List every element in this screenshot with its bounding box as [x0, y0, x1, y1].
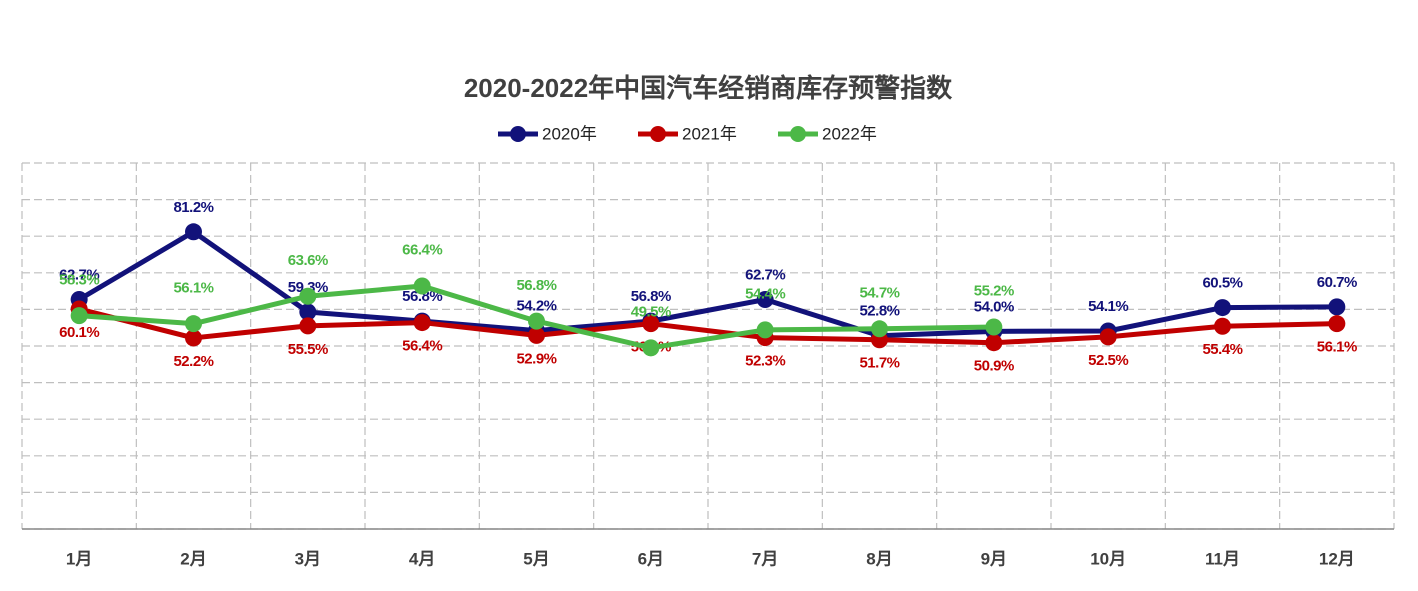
value-label: 56.8%	[402, 288, 442, 305]
data-point	[642, 315, 660, 333]
data-point	[185, 223, 202, 241]
value-label: 49.5%	[631, 304, 671, 321]
x-tick-label: 1月	[66, 549, 92, 568]
data-point	[70, 307, 88, 325]
value-label: 52.9%	[516, 350, 556, 367]
value-label: 66.4%	[402, 242, 442, 259]
x-tick-label: 12月	[1319, 549, 1355, 568]
x-tick-label: 8月	[866, 549, 892, 568]
value-label: 60.5%	[1202, 275, 1242, 292]
x-tick-label: 9月	[981, 549, 1007, 568]
value-label: 56.1%	[1317, 339, 1357, 356]
value-label: 52.5%	[1088, 352, 1128, 369]
x-tick-label: 5月	[523, 549, 549, 568]
legend-marker	[650, 126, 666, 142]
value-label: 54.0%	[974, 298, 1014, 315]
data-point	[985, 318, 1003, 336]
data-point	[299, 317, 317, 335]
value-label: 55.4%	[1202, 341, 1242, 358]
legend-label: 2021年	[682, 124, 737, 143]
data-point	[413, 314, 431, 332]
value-label: 56.8%	[631, 288, 671, 305]
data-point	[756, 321, 774, 339]
data-point	[1214, 317, 1231, 335]
legend-label: 2022年	[822, 124, 877, 143]
value-label: 55.5%	[288, 341, 328, 358]
value-label: 59.3%	[288, 279, 328, 296]
data-point	[528, 326, 545, 344]
x-tick-label: 4月	[409, 549, 435, 568]
x-tick-label: 6月	[638, 549, 664, 568]
value-label: 58.3%	[59, 271, 99, 288]
data-point	[1328, 315, 1346, 333]
value-label: 54.7%	[859, 285, 899, 302]
value-label: 52.8%	[859, 303, 899, 320]
data-point	[528, 312, 545, 330]
value-label: 60.7%	[1317, 274, 1357, 291]
value-label: 56.8%	[516, 277, 556, 294]
data-point	[299, 287, 317, 305]
legend-marker	[510, 126, 526, 142]
data-point	[1099, 328, 1117, 346]
value-label: 62.7%	[745, 266, 785, 283]
legend-marker	[790, 126, 806, 142]
value-label: 56.1%	[173, 279, 213, 296]
value-label: 51.7%	[859, 355, 899, 372]
value-label: 63.6%	[288, 252, 328, 269]
data-point	[642, 339, 660, 357]
data-point	[413, 277, 431, 295]
data-point	[185, 315, 202, 333]
data-point	[299, 303, 317, 321]
value-label: 62.7%	[59, 266, 99, 283]
data-point	[871, 320, 888, 338]
x-tick-label: 3月	[295, 549, 321, 568]
data-point	[1214, 299, 1231, 317]
value-label: 54.4%	[745, 286, 785, 303]
data-point	[1328, 298, 1346, 316]
value-label: 52.3%	[745, 353, 785, 370]
value-label: 60.1%	[59, 324, 99, 341]
data-point	[985, 334, 1003, 352]
x-tick-label: 7月	[752, 549, 778, 568]
x-tick-label: 11月	[1205, 549, 1240, 568]
value-label: 56.4%	[402, 338, 442, 355]
series-line	[78, 306, 1337, 346]
chart-title: 2020-2022年中国汽车经销商库存预警指数	[464, 73, 953, 103]
value-label: 52.2%	[173, 353, 213, 370]
data-point	[185, 329, 202, 347]
data-point	[756, 291, 774, 309]
value-label: 55.2%	[974, 283, 1014, 300]
legend-label: 2020年	[542, 124, 597, 143]
value-label: 54.2%	[516, 298, 556, 315]
x-tick-label: 2月	[180, 549, 206, 568]
x-tick-label: 10月	[1090, 549, 1126, 568]
value-label: 50.9%	[974, 358, 1014, 375]
value-label: 54.1%	[1088, 298, 1128, 315]
value-label: 81.2%	[173, 199, 213, 216]
